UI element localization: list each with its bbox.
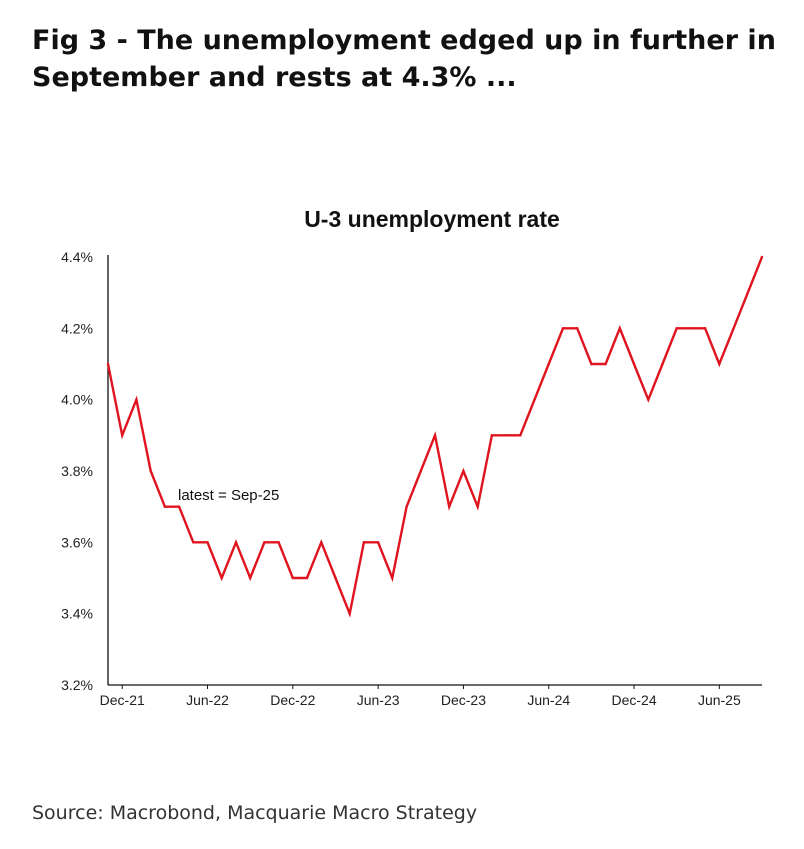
y-axis-ticks: 3.2% 3.4% 3.6% 3.8% 4.0% 4.2% 4.4% xyxy=(61,249,93,693)
data-point xyxy=(220,576,223,580)
chart-series xyxy=(106,255,764,618)
data-point xyxy=(405,505,408,508)
data-point xyxy=(121,434,124,437)
data-point xyxy=(703,327,707,330)
x-tick-label: Dec-22 xyxy=(270,692,315,708)
data-point xyxy=(291,576,295,580)
data-point xyxy=(760,255,764,259)
data-point xyxy=(192,541,195,544)
data-point xyxy=(661,362,664,366)
data-point xyxy=(675,327,678,330)
data-point xyxy=(618,327,622,330)
data-point xyxy=(718,362,721,366)
x-tick-label: Jun-25 xyxy=(698,692,741,708)
y-tick-label: 4.0% xyxy=(61,392,93,408)
x-tick-label: Dec-23 xyxy=(441,692,486,708)
y-tick-label: 3.6% xyxy=(61,534,93,550)
data-point xyxy=(362,541,366,544)
data-point xyxy=(746,291,749,294)
latest-annotation: latest = Sep-25 xyxy=(178,487,279,504)
data-point xyxy=(419,469,422,473)
x-tick-label: Jun-24 xyxy=(527,692,570,708)
data-point xyxy=(376,541,380,544)
data-point xyxy=(533,398,536,401)
data-point xyxy=(263,541,266,544)
data-point xyxy=(647,398,650,401)
data-point xyxy=(277,541,280,544)
data-point xyxy=(248,576,252,580)
data-point xyxy=(433,434,437,437)
data-point xyxy=(476,505,479,508)
data-point xyxy=(348,612,351,615)
data-point xyxy=(305,576,309,580)
x-tick-label: Dec-21 xyxy=(100,692,145,708)
data-point xyxy=(689,327,693,330)
x-axis-ticks: Dec-21 Jun-22 Dec-22 Jun-23 Dec-23 Jun-24 Dec-… xyxy=(100,685,741,708)
data-point xyxy=(334,576,337,580)
data-point xyxy=(462,469,465,473)
data-point xyxy=(177,505,181,508)
data-point xyxy=(632,362,636,366)
y-tick-label: 4.2% xyxy=(61,320,93,336)
data-point xyxy=(575,327,579,330)
data-point xyxy=(135,398,138,401)
data-point xyxy=(163,505,167,508)
source-note: Source: Macrobond, Macquarie Macro Strat… xyxy=(32,802,478,824)
chart-title: U-3 unemployment rate xyxy=(304,206,560,232)
y-tick-label: 4.4% xyxy=(61,249,93,265)
data-point xyxy=(604,362,607,366)
y-tick-label: 3.4% xyxy=(61,606,93,622)
data-point xyxy=(206,541,209,544)
data-point xyxy=(547,362,550,366)
x-tick-label: Jun-23 xyxy=(357,692,400,708)
x-tick-label: Jun-22 xyxy=(186,692,229,708)
data-point xyxy=(732,327,735,330)
y-tick-label: 3.8% xyxy=(61,463,93,479)
data-point xyxy=(106,362,110,366)
x-tick-label: Dec-24 xyxy=(611,692,656,708)
page-headline: Fig 3 - The unemployment edged up in fur… xyxy=(32,25,776,93)
data-point xyxy=(590,362,593,366)
chart-container: U-3 unemployment rate 3.2% 3.4% 3.6% 3.8% 4.… xyxy=(0,190,804,730)
line-chart: U-3 unemployment rate 3.2% 3.4% 3.6% 3.8% 4.… xyxy=(61,206,764,708)
data-point xyxy=(504,434,508,437)
data-point xyxy=(490,434,494,437)
data-point xyxy=(391,576,394,580)
data-point xyxy=(519,434,522,437)
data-point xyxy=(149,469,152,473)
data-point xyxy=(561,327,565,330)
data-point xyxy=(320,541,323,544)
data-point xyxy=(448,505,451,508)
chart-axes xyxy=(107,255,762,686)
data-point xyxy=(234,541,238,544)
y-tick-label: 3.2% xyxy=(61,677,93,693)
